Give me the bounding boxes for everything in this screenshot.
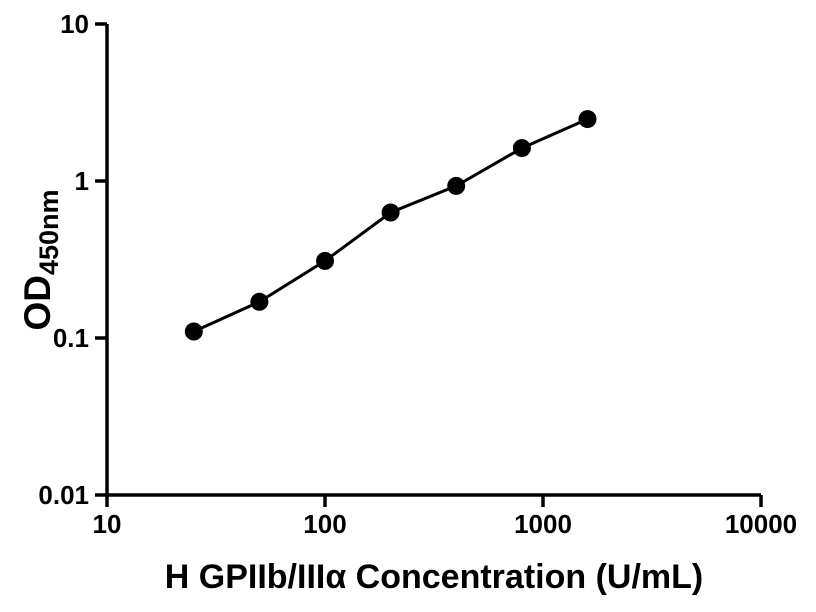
x-tick-label: 10000: [725, 509, 797, 539]
y-tick-label: 0.01: [38, 480, 89, 510]
data-point: [381, 203, 400, 222]
data-point: [578, 110, 597, 129]
x-tick-label: 1000: [514, 509, 572, 539]
axis-spines: [105, 24, 761, 497]
data-point: [447, 176, 466, 195]
y-tick-label: 10: [60, 9, 89, 39]
x-axis-title: H GPIIb/IIIα Concentration (U/mL): [165, 558, 703, 596]
y-tick-label: 0.1: [53, 323, 89, 353]
data-point: [184, 322, 203, 341]
y-axis-title-subscript: 450nm: [34, 189, 64, 275]
x-tick-label: 100: [303, 509, 346, 539]
data-point: [250, 292, 269, 311]
data-point: [316, 251, 334, 270]
x-tick-label: 10: [93, 509, 122, 539]
data-point: [512, 139, 531, 158]
y-tick-label: 1: [75, 166, 89, 196]
y-axis-title: OD450nm: [17, 189, 64, 330]
y-axis-title-main: OD: [17, 275, 58, 331]
